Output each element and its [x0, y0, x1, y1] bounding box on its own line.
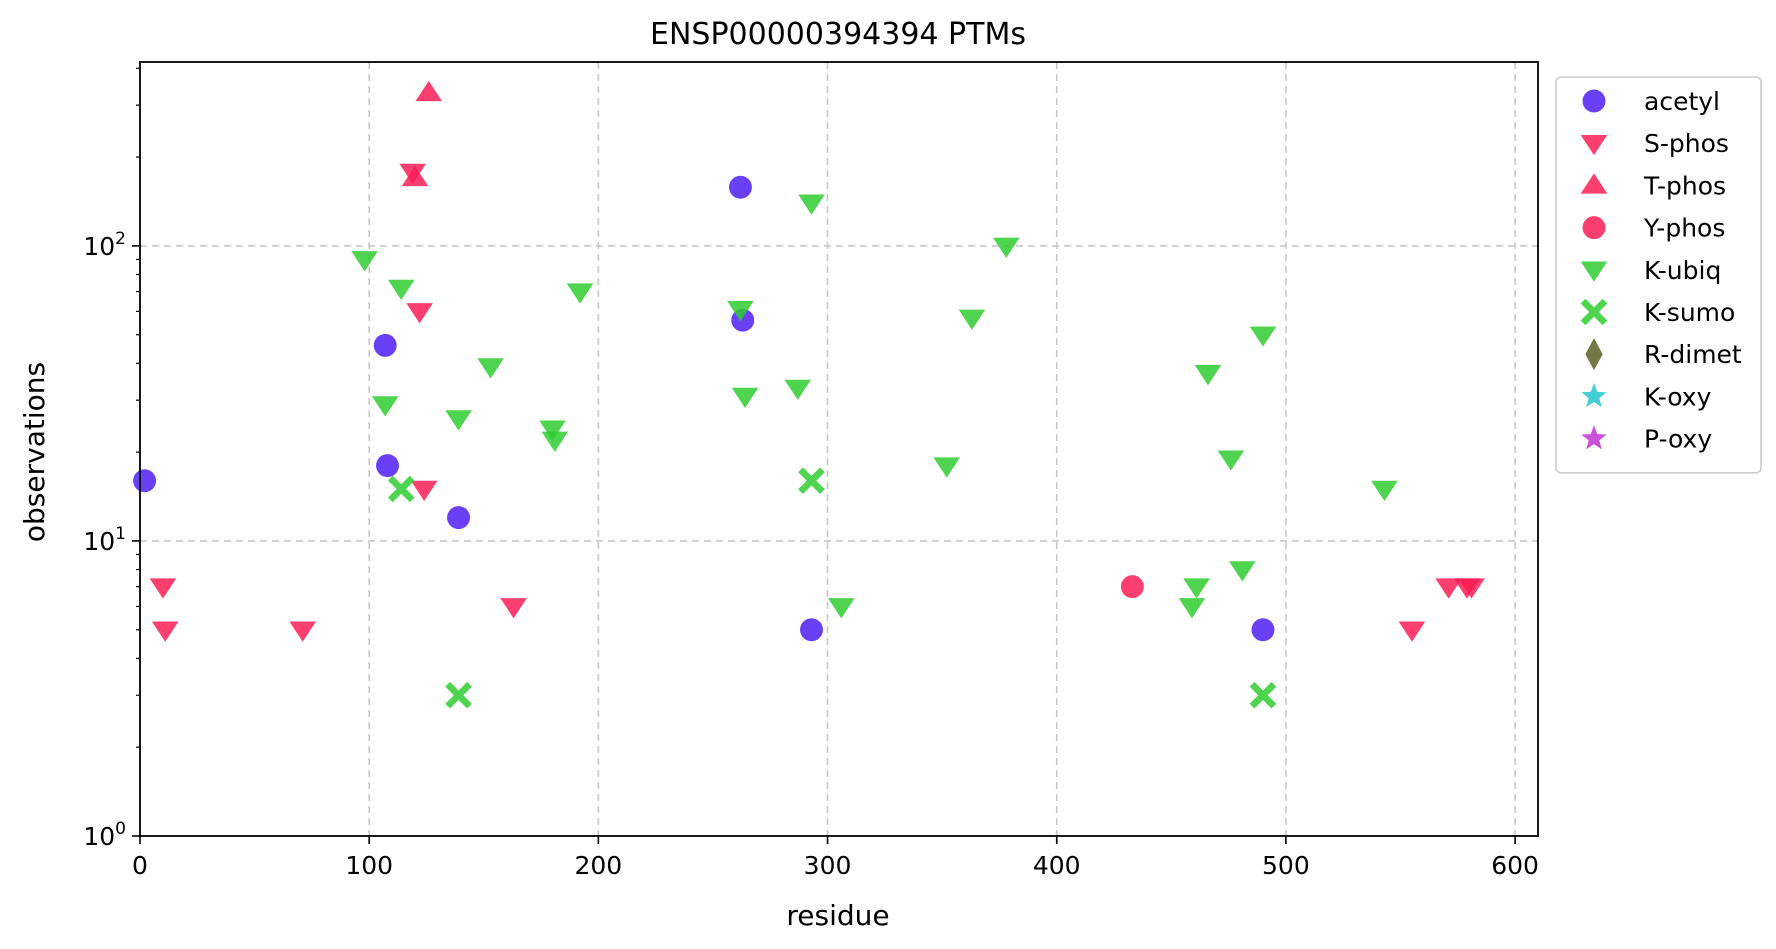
data-point [415, 80, 443, 102]
y-tick-label: 101 [83, 524, 126, 556]
data-point [445, 410, 472, 431]
data-point [1249, 326, 1277, 347]
data-point [993, 237, 1020, 258]
data-point [406, 303, 433, 324]
data-point [1371, 480, 1398, 501]
y-tick-base: 10 [83, 822, 115, 851]
legend-label: K-sumo [1644, 298, 1735, 327]
legend-marker [1580, 134, 1608, 156]
legend-marker [1582, 216, 1606, 240]
x-tick-label: 200 [575, 851, 623, 880]
legend-marker [1581, 383, 1607, 408]
series-k-ubiq [351, 194, 1398, 619]
plot-area-frame [139, 61, 1539, 837]
legend-marker [1582, 89, 1606, 113]
legend-label: R-dimet [1644, 340, 1742, 369]
grid [140, 62, 1538, 836]
data-point [1398, 621, 1426, 642]
x-tick-label: 100 [345, 851, 393, 880]
data-point [731, 387, 759, 408]
legend-label: acetyl [1644, 87, 1720, 116]
data-point [133, 469, 157, 493]
data-point [500, 598, 527, 619]
data-point [798, 467, 825, 495]
data-point [1120, 575, 1144, 599]
data-point [566, 283, 594, 304]
data-point [373, 333, 397, 357]
x-tick-label: 600 [1491, 851, 1539, 880]
data-point [727, 300, 754, 322]
data-point [1458, 578, 1485, 599]
data-point [387, 279, 415, 300]
series-y-phos [1120, 575, 1144, 599]
legend-label: K-ubiq [1644, 256, 1721, 285]
data-point [1435, 578, 1462, 599]
data-point [1251, 618, 1275, 642]
y-tick-base: 10 [83, 527, 115, 556]
legend-label: T-phos [1643, 171, 1726, 200]
data-point [958, 309, 986, 330]
legend-label: Y-phos [1643, 214, 1725, 243]
data-point [401, 165, 429, 187]
data-point [1229, 561, 1256, 582]
legend-label: P-oxy [1644, 425, 1712, 454]
data-point [376, 454, 399, 478]
data-point [387, 475, 415, 503]
chart-title: ENSP00000394394 PTMs [650, 17, 1026, 52]
data-point [1217, 450, 1245, 471]
x-tick-label: 300 [804, 851, 852, 880]
legend-label: K-oxy [1644, 382, 1712, 411]
x-tick-label: 0 [132, 851, 148, 880]
data-point [800, 618, 823, 642]
data-point [933, 457, 961, 478]
series-k-sumo [387, 467, 1277, 709]
y-tick-exponent: 1 [115, 524, 126, 544]
legend-frame [1555, 76, 1762, 474]
y-tick-base: 10 [83, 232, 115, 261]
data-point [1194, 365, 1222, 386]
legend-marker [1580, 173, 1608, 194]
data-point [410, 480, 438, 501]
data-point [371, 396, 399, 417]
data-point [351, 251, 378, 272]
y-tick-exponent: 0 [115, 819, 126, 839]
data-point [728, 175, 752, 199]
y-tick-exponent: 2 [115, 229, 126, 249]
data-point [477, 358, 504, 379]
data-point [1249, 681, 1277, 709]
data-point [798, 194, 825, 215]
data-point [541, 431, 569, 452]
series-t-phos [401, 80, 443, 187]
y-axis-label: observations [18, 362, 51, 542]
data-point [445, 681, 472, 709]
data-point [151, 621, 179, 642]
data-point [447, 506, 471, 530]
data-point [1178, 598, 1206, 619]
series-acetyl [133, 175, 1275, 642]
x-tick-label: 500 [1262, 851, 1310, 880]
legend-marker [1581, 425, 1607, 450]
y-tick-label: 100 [83, 819, 126, 851]
legend-marker [1580, 261, 1608, 282]
data-point [784, 379, 812, 400]
data-point [539, 420, 566, 441]
y-tick-label: 102 [83, 229, 126, 261]
legend-marker [1580, 298, 1608, 326]
data-point [1183, 578, 1210, 599]
legend-label: S-phos [1644, 129, 1729, 158]
data-points [133, 80, 1485, 709]
data-point [149, 578, 177, 599]
x-axis-label: residue [786, 899, 889, 932]
legend-marker [1585, 338, 1603, 371]
data-point [827, 598, 855, 619]
x-tick-label: 400 [1033, 851, 1081, 880]
legend: acetyl S-phos T-phos Y-phos K-ubiq K-sumo R-di… [1555, 76, 1762, 474]
data-point [289, 621, 317, 642]
